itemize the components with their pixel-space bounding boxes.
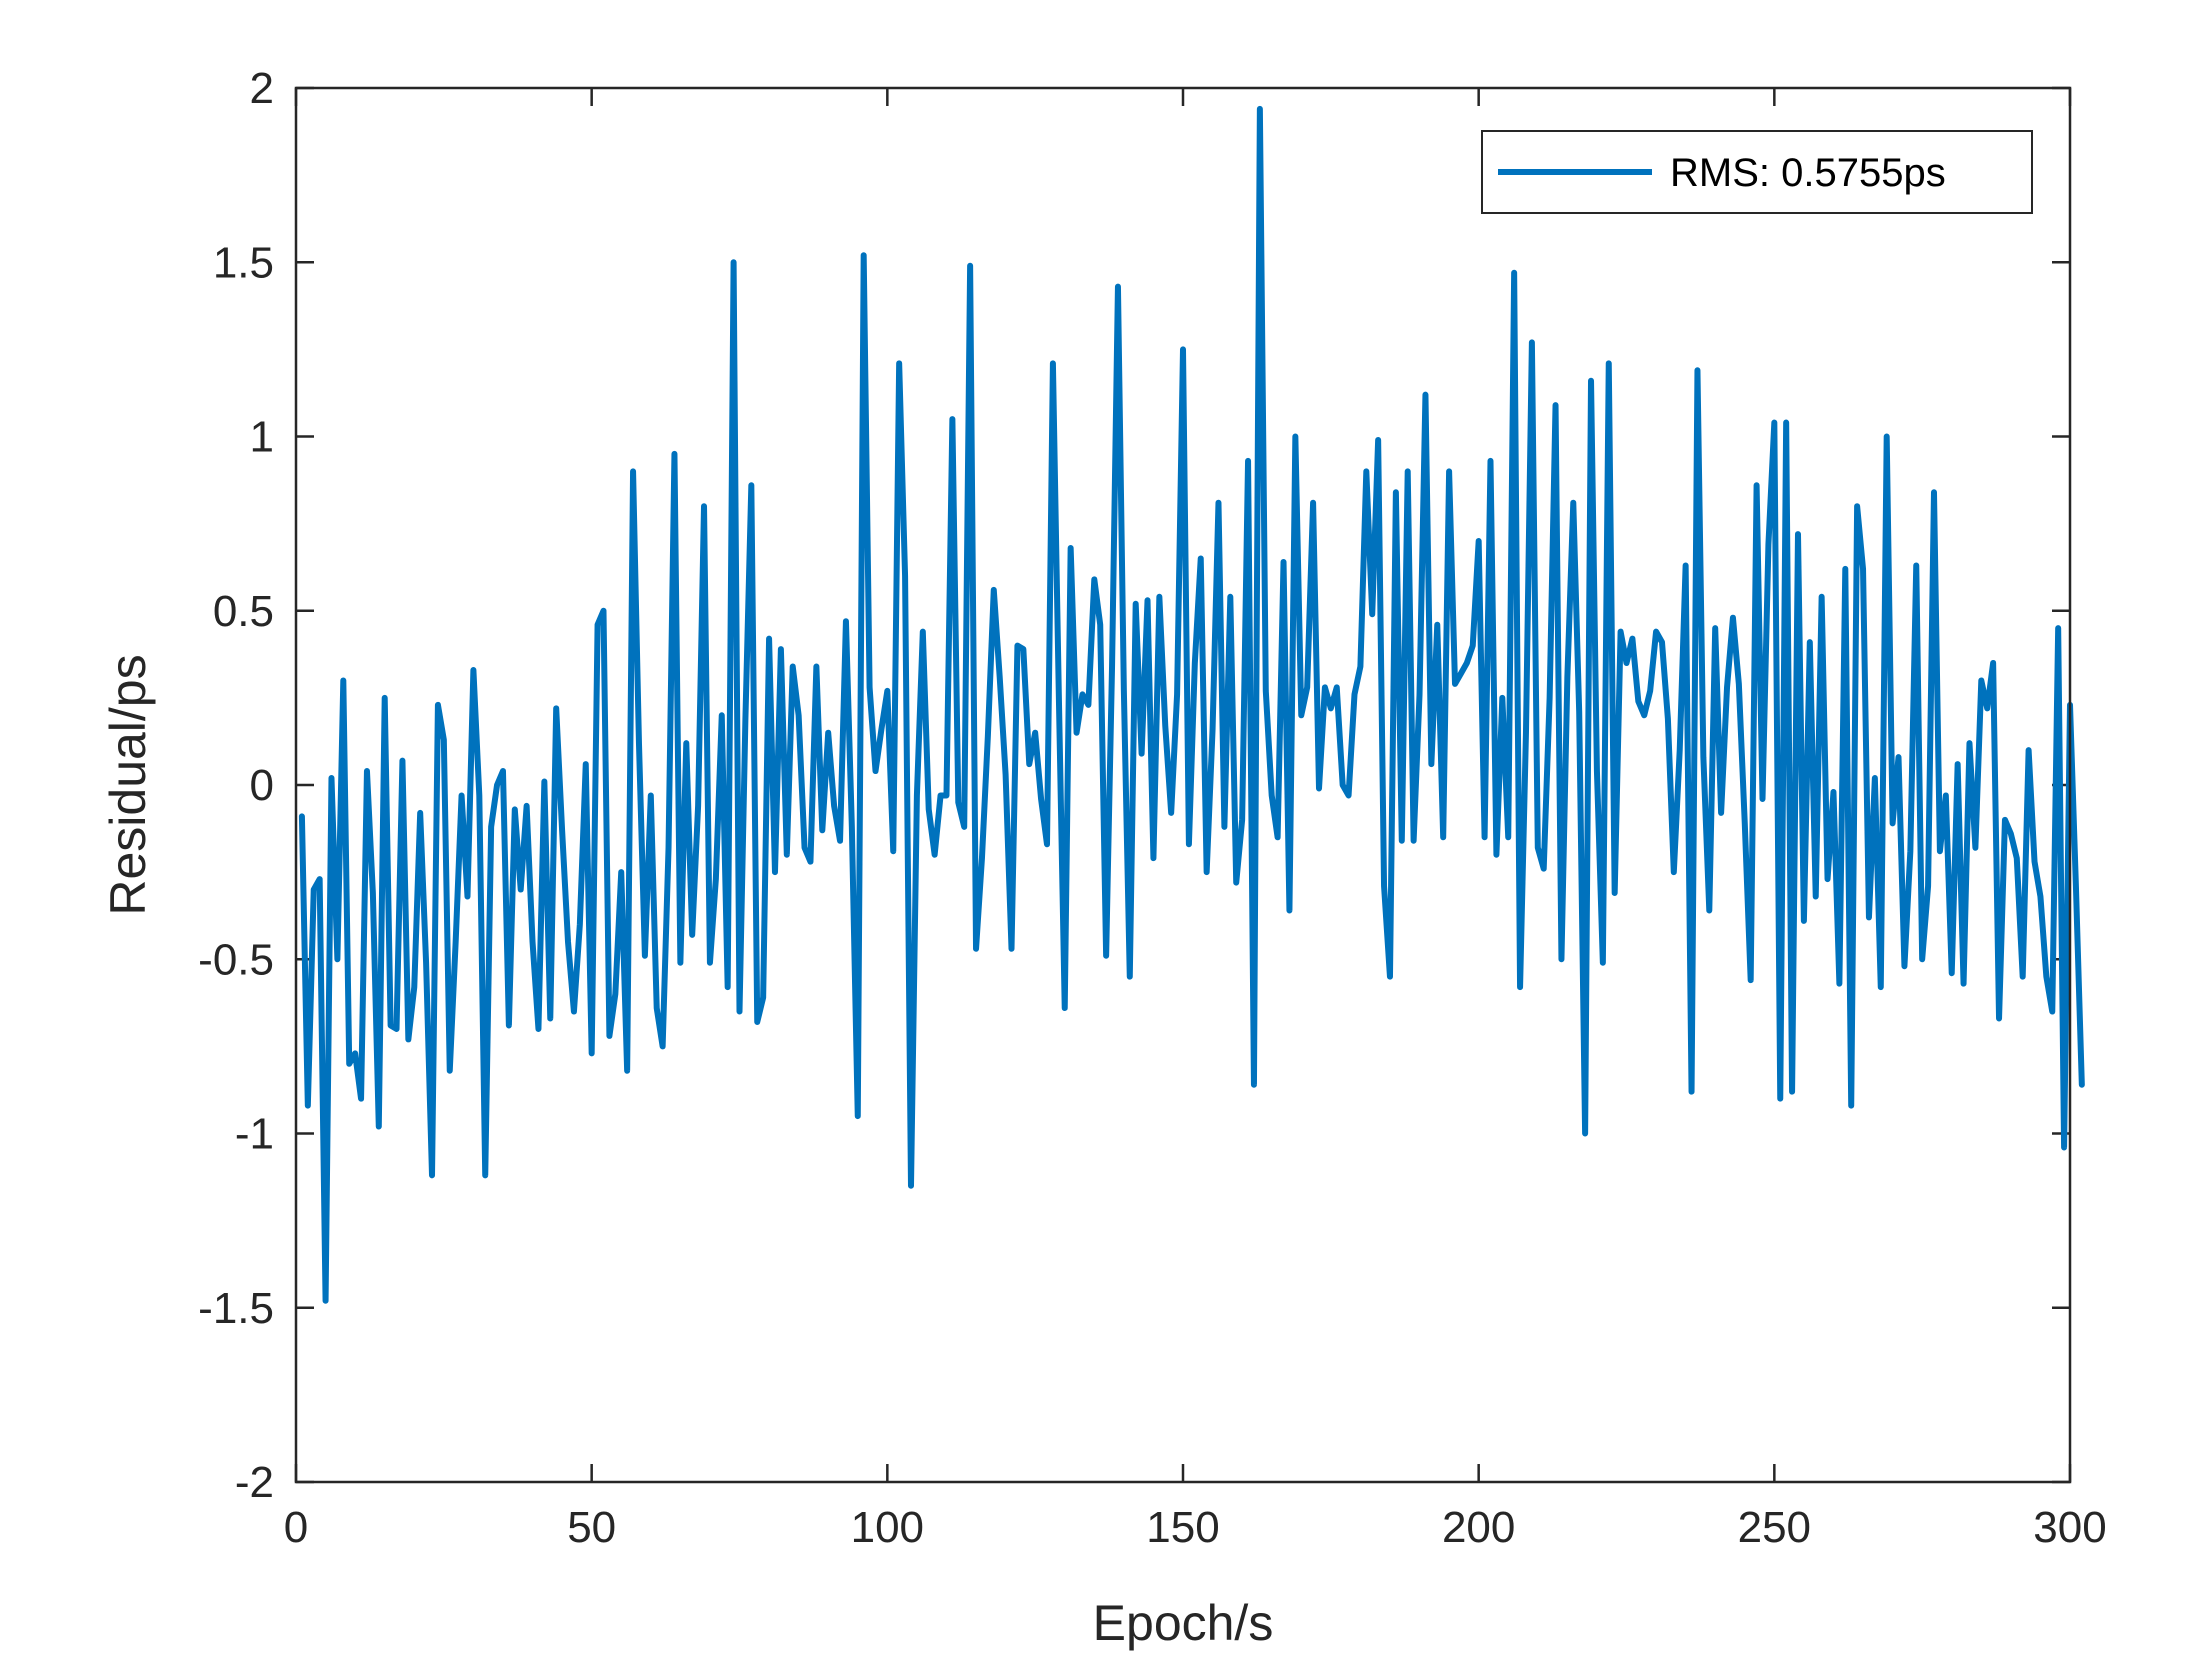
- legend-entry-label: RMS: 0.5755ps: [1670, 151, 1946, 195]
- y-tick-label: -1: [235, 1110, 274, 1159]
- x-tick-label: 250: [1738, 1503, 1811, 1552]
- legend: RMS: 0.5755ps: [1481, 130, 2033, 214]
- axes-box: [294, 86, 2072, 1484]
- x-axis-title: Epoch/s: [1093, 1595, 1274, 1651]
- y-tick-label: 2: [250, 64, 274, 113]
- plot-area: [296, 88, 2070, 1482]
- x-tick-label: 0: [284, 1503, 308, 1552]
- residual-series-line: [298, 105, 2085, 1304]
- x-tick-label: 100: [851, 1503, 924, 1552]
- y-tick-label: -1.5: [198, 1284, 274, 1333]
- x-tick-label: 300: [2033, 1503, 2106, 1552]
- x-tick-label: 50: [567, 1503, 616, 1552]
- y-tick-label: 1.5: [213, 238, 274, 287]
- x-tick-label: 150: [1146, 1503, 1219, 1552]
- x-tick-label: 200: [1442, 1503, 1515, 1552]
- y-tick-label: -2: [235, 1458, 274, 1507]
- y-tick-label: 1: [250, 413, 274, 462]
- y-tick-label: 0: [250, 761, 274, 810]
- y-axis-title: Residual/ps: [100, 654, 156, 915]
- y-tick-label: 0.5: [213, 587, 274, 636]
- y-tick-label: -0.5: [198, 935, 274, 984]
- tick-labels: 0 50 100 150 200 250 300 -2 -1.5 -1 -0.5 0 0.5 1 1.5 2: [198, 64, 2107, 1552]
